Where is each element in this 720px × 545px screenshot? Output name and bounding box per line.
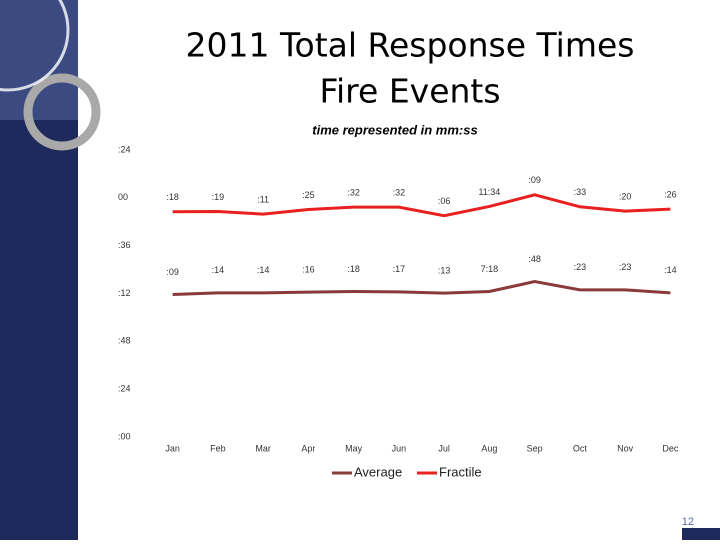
data-label: :17 [393,264,406,274]
title-line: 2011 Total Response Times [186,26,635,65]
data-label: :18 [347,264,360,274]
data-label: :14 [212,265,225,275]
data-label: :16 [302,265,315,275]
data-label: 11:34 [478,187,500,197]
y-tick-label: :12 [118,288,131,298]
data-label: :06 [438,196,451,206]
y-tick-label: :36 [118,240,131,250]
data-label: :26 [664,190,677,200]
data-label: :13 [438,266,451,276]
y-tick-label: :48 [118,336,131,346]
data-label: :09 [528,175,541,185]
data-label: :09 [166,267,179,277]
data-label: :33 [574,187,587,197]
title-line: Fire Events [319,72,500,111]
x-tick-label: Aug [481,443,497,453]
data-label: :11 [257,194,269,204]
x-tick-label: Nov [617,443,634,453]
decor-circle [23,73,101,151]
series-line [172,280,671,296]
series-line [172,193,671,218]
x-tick-label: Feb [210,443,226,453]
x-tick-label: Oct [573,443,588,453]
data-label: :32 [393,188,406,198]
subtitle: time represented in mm:ss [312,122,477,137]
data-label: :32 [347,188,360,198]
x-tick-label: Apr [301,443,315,453]
data-label: :18 [166,192,179,202]
y-tick-label: :24 [118,384,131,394]
data-label: 7:18 [481,264,499,274]
data-label: :25 [302,190,315,200]
legend-label: Fractile [439,464,482,479]
y-tick-label: 00 [118,192,128,202]
data-label: :48 [528,254,541,264]
side-panel [0,0,78,120]
decor-circle [0,0,70,92]
corner-bar [682,528,720,540]
data-label: :23 [574,262,587,272]
x-tick-label: Mar [255,443,271,453]
page-number: 12 [682,516,694,528]
x-tick-label: Sep [527,443,543,453]
x-tick-label: Jul [438,443,450,453]
x-tick-label: Jun [392,443,407,453]
x-tick-label: May [345,443,363,453]
data-label: :23 [619,262,632,272]
legend-label: Average [354,464,402,479]
y-tick-label: :24 [118,144,131,154]
data-label: :19 [212,192,225,202]
data-label: :14 [257,265,270,275]
data-label: :14 [664,265,677,275]
data-label: :20 [619,191,632,201]
y-tick-label: :00 [118,431,131,441]
x-tick-label: Dec [662,443,679,453]
x-tick-label: Jan [165,443,180,453]
